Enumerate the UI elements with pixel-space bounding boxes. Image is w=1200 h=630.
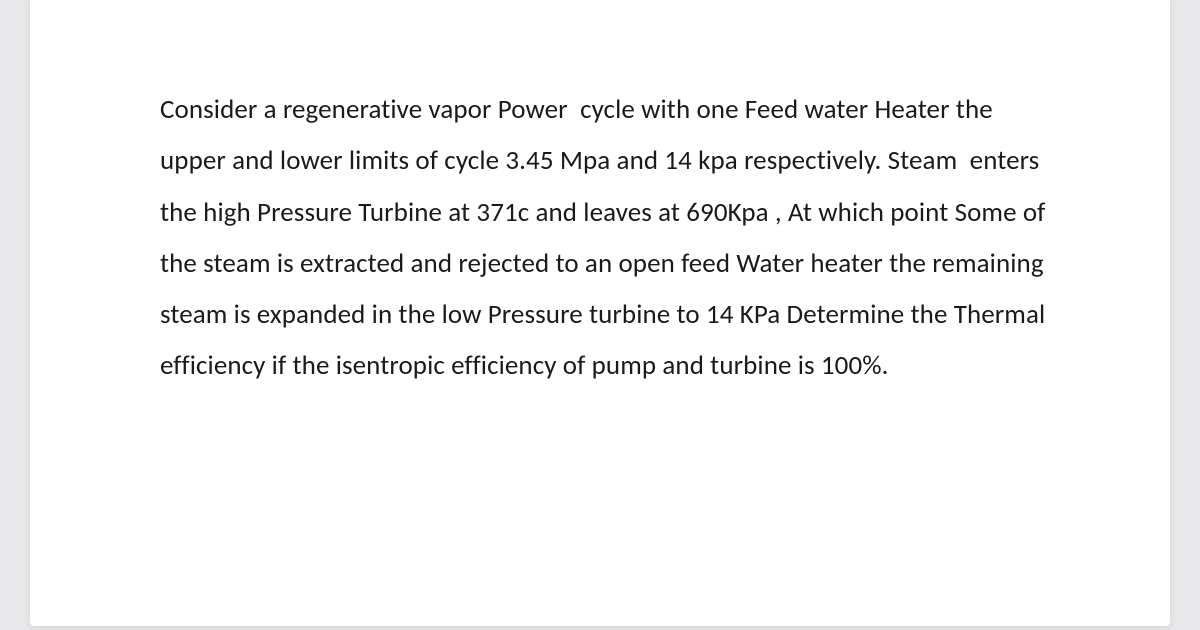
document-page: Consider a regenerative vapor Power cycl… xyxy=(30,0,1170,626)
problem-statement: Consider a regenerative vapor Power cycl… xyxy=(160,84,1050,392)
